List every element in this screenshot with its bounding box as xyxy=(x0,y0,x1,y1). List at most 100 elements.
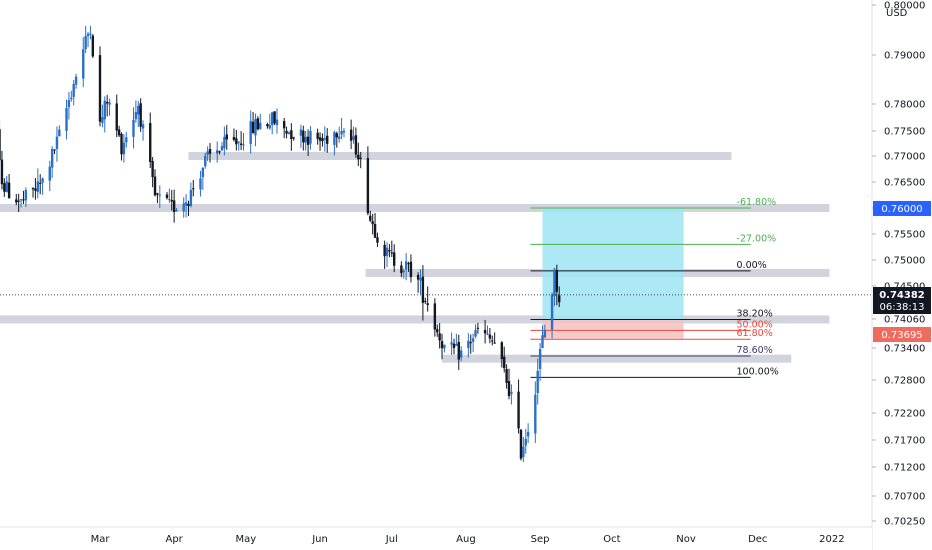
fib-level-label: 38.20% xyxy=(737,308,773,319)
candle xyxy=(15,194,18,206)
candle xyxy=(309,126,312,150)
candle xyxy=(273,111,276,126)
currency-label: USD xyxy=(886,8,908,19)
candle xyxy=(41,177,44,195)
fib-level-label: 61.80% xyxy=(737,328,773,339)
candle xyxy=(55,126,59,162)
candle xyxy=(86,32,90,48)
candle xyxy=(304,130,307,151)
price-tick-label: 0.70250 xyxy=(884,517,925,528)
price-axis[interactable]: 0.80000 0.79000 0.78000 0.77500 0.77000 0.765… xyxy=(872,1,925,528)
time-tick-label: Aug xyxy=(456,534,476,545)
candle xyxy=(292,136,295,141)
candle xyxy=(505,364,508,389)
candle xyxy=(115,94,118,138)
candle xyxy=(455,333,458,346)
fib-level-label: 0.00% xyxy=(737,260,767,271)
candle xyxy=(369,210,372,223)
candle xyxy=(72,80,75,106)
last-price-tag: 0.74382 06:38:13 xyxy=(873,287,931,314)
candle xyxy=(249,110,252,154)
candle xyxy=(58,125,61,137)
candle xyxy=(19,198,23,208)
candle xyxy=(443,344,446,353)
candle xyxy=(184,194,188,218)
candles-layer xyxy=(0,25,561,463)
candle xyxy=(541,325,544,349)
candle xyxy=(134,100,138,123)
time-axis[interactable]: Mar Apr May Jun Jul Aug Sep Oct Nov Dec 2022 xyxy=(91,534,845,545)
price-tick-label: 0.70700 xyxy=(884,492,925,503)
fib-level-label: -27.00% xyxy=(737,233,777,244)
candle xyxy=(388,244,391,258)
candle xyxy=(469,334,472,354)
candle xyxy=(299,124,303,148)
candle xyxy=(137,100,140,128)
candle xyxy=(158,185,161,209)
svg-text:0.76000: 0.76000 xyxy=(881,204,922,215)
fib-level-label: -61.80% xyxy=(737,197,777,208)
candle xyxy=(275,108,279,134)
candle xyxy=(187,200,190,217)
candle xyxy=(383,240,386,269)
candle xyxy=(98,46,102,127)
candle xyxy=(450,332,453,355)
candle xyxy=(493,332,496,344)
candle xyxy=(39,174,42,195)
time-tick-label: May xyxy=(236,534,257,545)
support-resistance-zone xyxy=(188,152,732,160)
candle xyxy=(349,119,353,150)
candle xyxy=(433,298,437,337)
price-tick-label: 0.72200 xyxy=(884,409,925,420)
candle xyxy=(555,264,559,306)
candle xyxy=(471,333,475,353)
price-tick-label: 0.79000 xyxy=(884,51,925,62)
candle xyxy=(48,160,51,192)
candle xyxy=(335,131,338,148)
stop-zone xyxy=(542,319,684,339)
candle xyxy=(452,338,456,355)
candle xyxy=(426,286,429,312)
fib-level-label: 78.60% xyxy=(737,345,773,356)
candle xyxy=(122,133,126,163)
candle xyxy=(491,335,494,346)
candle xyxy=(132,107,135,149)
price-tick-label: 0.77500 xyxy=(884,127,925,138)
candle xyxy=(550,292,554,339)
level-price-tag: 0.76000 xyxy=(873,201,931,216)
candle xyxy=(342,128,346,138)
candle xyxy=(103,96,106,133)
candle xyxy=(199,170,202,197)
support-resistance-zone xyxy=(442,354,792,363)
price-tick-label: 0.78000 xyxy=(884,100,925,111)
candle xyxy=(306,129,310,156)
candle xyxy=(239,131,243,150)
candle xyxy=(507,368,511,400)
candle xyxy=(7,173,11,199)
candle xyxy=(302,125,305,151)
candle xyxy=(474,324,477,339)
candle xyxy=(70,90,73,102)
time-tick-label: Dec xyxy=(748,534,767,545)
price-axis-background xyxy=(872,0,932,550)
candle xyxy=(189,182,193,208)
candle xyxy=(467,333,470,358)
candle xyxy=(376,232,379,248)
candle xyxy=(526,423,530,443)
price-tick-label: 0.80000 xyxy=(884,1,925,12)
candle xyxy=(259,113,262,130)
candle xyxy=(390,240,394,257)
candle xyxy=(101,104,104,128)
candle xyxy=(522,436,525,463)
candle xyxy=(117,125,121,137)
time-tick-label: Mar xyxy=(91,534,111,545)
candle xyxy=(553,267,556,307)
candle xyxy=(558,286,561,308)
candle xyxy=(373,213,377,239)
candle xyxy=(218,150,221,155)
candle xyxy=(321,133,324,147)
candle xyxy=(402,268,405,279)
candle xyxy=(483,319,487,344)
candle xyxy=(165,191,169,200)
